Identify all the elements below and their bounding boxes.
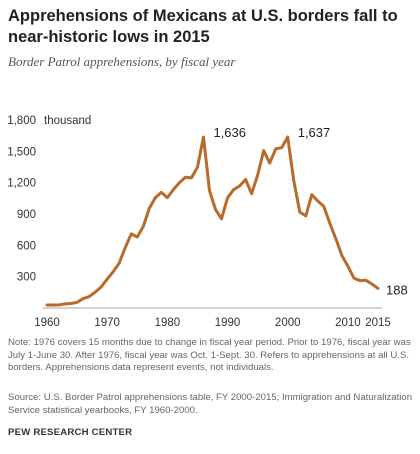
data-label: 1,636 <box>213 125 246 140</box>
y-tick-label: 1,800 <box>7 115 36 127</box>
line-chart: 300 600 900 1,200 1,500 1,800 1960 1970 1980 199… <box>7 115 407 329</box>
x-axis: 1960 1970 1980 1990 2000 2010 2015 <box>34 317 391 329</box>
y-tick-label: 1,200 <box>7 178 36 190</box>
y-tick-label: 900 <box>17 209 36 221</box>
data-labels: 1,636 1,637 188 <box>213 125 407 297</box>
y-axis: 300 600 900 1,200 1,500 1,800 <box>7 115 36 284</box>
x-tick-label: 1980 <box>155 317 181 329</box>
x-tick-label: 2000 <box>275 317 301 329</box>
y-axis-unit-label: thousand <box>44 115 91 127</box>
chart-subtitle: Border Patrol apprehensions, by fiscal y… <box>8 54 236 69</box>
y-tick-label: 1,500 <box>7 146 36 158</box>
data-label: 1,637 <box>298 125 331 140</box>
chart-note: Note: 1976 covers 15 months due to chang… <box>8 337 411 373</box>
series-line <box>45 135 380 307</box>
x-tick-label: 2015 <box>365 317 391 329</box>
x-tick-label: 1990 <box>215 317 241 329</box>
chart-title: Apprehensions of Mexicans at U.S. border… <box>8 7 398 46</box>
y-tick-label: 600 <box>17 240 36 252</box>
chart-source: Source: U.S. Border Patrol apprehensions… <box>8 392 413 416</box>
organization-credit: PEW RESEARCH CENTER <box>8 427 133 438</box>
data-label: 188 <box>386 282 408 297</box>
x-tick-label: 2010 <box>335 317 361 329</box>
x-tick-label: 1960 <box>34 317 60 329</box>
x-tick-label: 1970 <box>94 317 120 329</box>
y-tick-label: 300 <box>17 272 36 284</box>
